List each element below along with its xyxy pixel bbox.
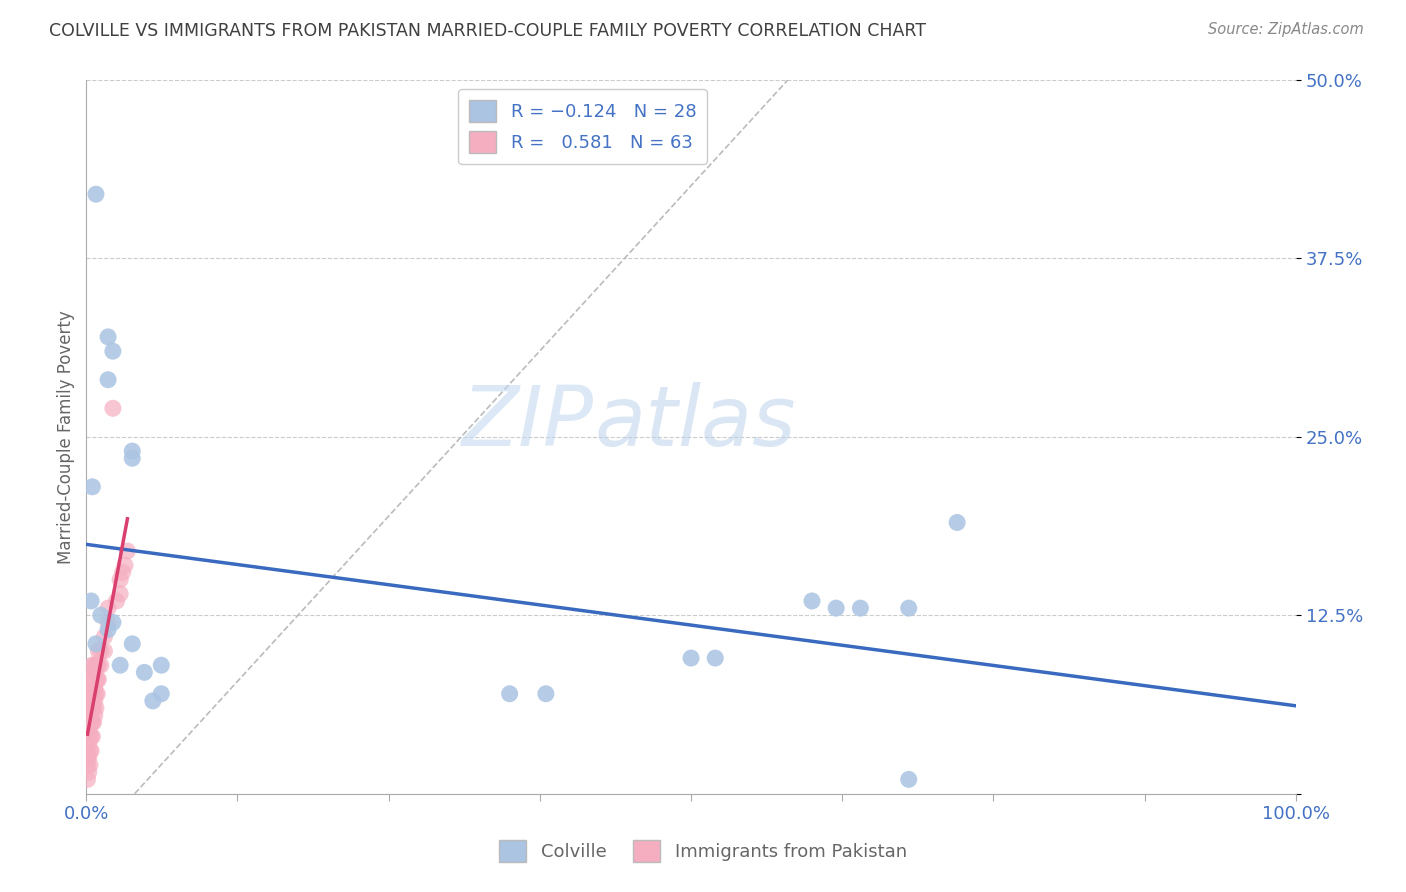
Point [76, 751, 98, 765]
Point [80, 715, 103, 730]
Point [108, 587, 131, 601]
Point [849, 601, 872, 615]
Point [87, 658, 110, 673]
Point [825, 601, 848, 615]
Point [79, 730, 101, 744]
Point [83, 687, 105, 701]
Point [86, 658, 108, 673]
Point [83, 701, 105, 715]
Point [105, 594, 128, 608]
Point [150, 687, 173, 701]
Text: ZIP: ZIP [463, 382, 595, 463]
Point [111, 566, 134, 580]
Point [80, 701, 103, 715]
Point [84, 687, 107, 701]
Point [76, 758, 98, 772]
Point [121, 444, 143, 458]
Point [83, 680, 105, 694]
Point [93, 630, 115, 644]
Legend: R = −0.124   N = 28, R =   0.581   N = 63: R = −0.124 N = 28, R = 0.581 N = 63 [458, 89, 707, 164]
Point [101, 615, 124, 630]
Point [79, 673, 101, 687]
Point [84, 701, 107, 715]
Point [80, 730, 103, 744]
Point [82, 730, 104, 744]
Point [108, 573, 131, 587]
Point [82, 715, 104, 730]
Point [80, 687, 103, 701]
Point [77, 723, 100, 737]
Point [83, 708, 105, 723]
Point [86, 687, 108, 701]
Point [87, 644, 110, 658]
Point [84, 658, 107, 673]
Legend: Colville, Immigrants from Pakistan: Colville, Immigrants from Pakistan [492, 833, 914, 870]
Point [101, 401, 124, 416]
Point [97, 373, 120, 387]
Point [76, 772, 98, 787]
Point [101, 344, 124, 359]
Point [114, 558, 136, 573]
Point [121, 451, 143, 466]
Point [117, 544, 139, 558]
Point [87, 673, 110, 687]
Text: atlas: atlas [595, 382, 796, 463]
Point [83, 694, 105, 708]
Point [86, 673, 108, 687]
Point [83, 715, 105, 730]
Point [84, 673, 107, 687]
Point [83, 673, 105, 687]
Point [82, 687, 104, 701]
Point [150, 658, 173, 673]
Point [534, 687, 557, 701]
Point [76, 715, 98, 730]
Point [83, 665, 105, 680]
Point [82, 673, 104, 687]
Point [97, 623, 120, 637]
Point [704, 651, 727, 665]
Point [77, 708, 100, 723]
Point [76, 744, 98, 758]
Point [90, 658, 112, 673]
Point [121, 637, 143, 651]
Point [90, 644, 112, 658]
Point [77, 765, 100, 780]
Point [77, 751, 100, 765]
Point [84, 187, 107, 202]
Point [897, 601, 920, 615]
Point [946, 516, 969, 530]
Point [142, 694, 165, 708]
Point [97, 601, 120, 615]
Point [79, 701, 101, 715]
Point [79, 758, 101, 772]
Point [82, 480, 104, 494]
Point [897, 772, 920, 787]
Text: COLVILLE VS IMMIGRANTS FROM PAKISTAN MARRIED-COUPLE FAMILY POVERTY CORRELATION C: COLVILLE VS IMMIGRANTS FROM PAKISTAN MAR… [49, 22, 927, 40]
Point [801, 594, 824, 608]
Text: Source: ZipAtlas.com: Source: ZipAtlas.com [1208, 22, 1364, 37]
Point [80, 594, 103, 608]
Point [80, 673, 103, 687]
Point [679, 651, 702, 665]
Point [82, 658, 104, 673]
Point [80, 744, 103, 758]
Y-axis label: Married-Couple Family Poverty: Married-Couple Family Poverty [58, 310, 75, 564]
Point [90, 608, 112, 623]
Point [498, 687, 520, 701]
Point [79, 687, 101, 701]
Point [97, 330, 120, 344]
Point [97, 615, 120, 630]
Point [79, 715, 101, 730]
Point [76, 730, 98, 744]
Point [93, 644, 115, 658]
Point [79, 744, 101, 758]
Point [84, 637, 107, 651]
Point [77, 694, 100, 708]
Point [77, 737, 100, 751]
Point [83, 658, 105, 673]
Point [134, 665, 156, 680]
Point [108, 658, 131, 673]
Point [82, 701, 104, 715]
